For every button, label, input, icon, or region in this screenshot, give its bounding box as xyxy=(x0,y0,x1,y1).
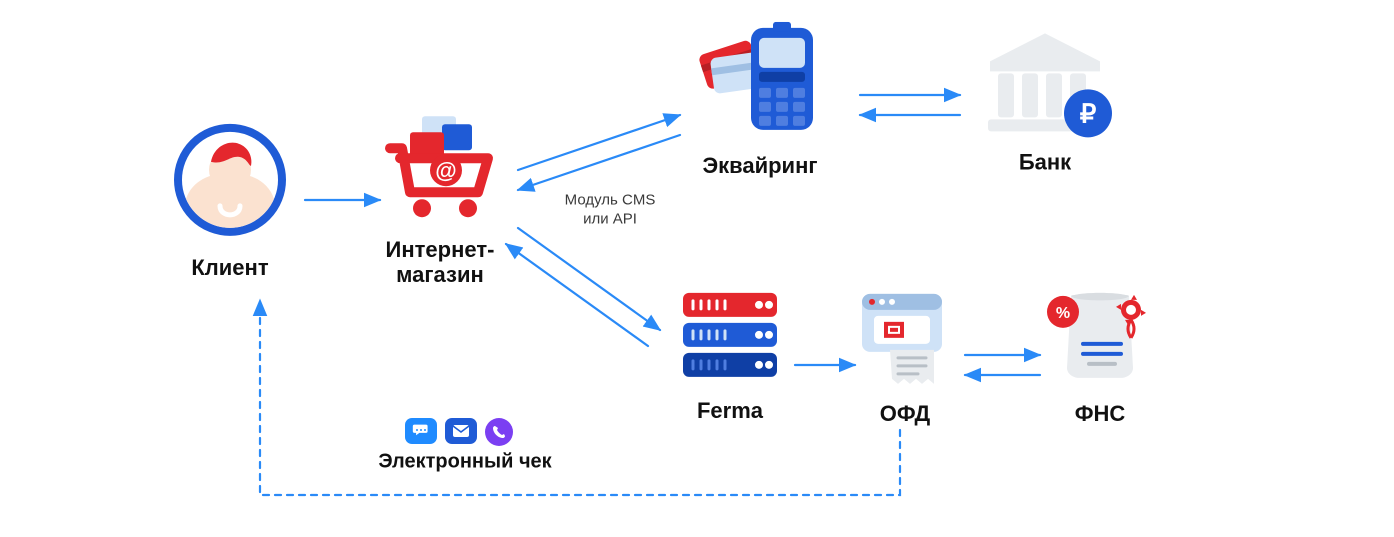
node-shop: @ Интернет- магазин xyxy=(350,112,530,288)
shop-label: Интернет- магазин xyxy=(350,237,530,288)
ofd-label: ОФД xyxy=(830,401,980,426)
server-icon xyxy=(675,287,785,387)
receipt-channel-icons xyxy=(405,418,513,446)
annotation-receipt: Электронный чек xyxy=(345,451,585,474)
chat-icon xyxy=(405,418,437,444)
pos-terminal-icon xyxy=(695,22,825,142)
edge-shop-to-acquiring-a xyxy=(518,115,680,170)
ferma-label: Ferma xyxy=(650,398,810,423)
fns-icon: % xyxy=(1035,284,1165,394)
client-icon xyxy=(170,120,290,240)
ofd-icon xyxy=(850,284,960,394)
diagram-stage: Клиент @ Интернет- магазин xyxy=(0,0,1394,537)
client-label: Клиент xyxy=(150,255,310,280)
node-client: Клиент xyxy=(150,120,310,280)
svg-text:₽: ₽ xyxy=(1080,98,1097,128)
bank-label: Банк xyxy=(955,149,1135,174)
cms-api-line2: или API xyxy=(583,210,637,227)
annotation-cms-api: Модуль CMS или API xyxy=(540,191,680,229)
bank-icon: ₽ xyxy=(970,25,1120,140)
node-acquiring: Эквайринг xyxy=(670,22,850,178)
node-ofd: ОФД xyxy=(830,284,980,426)
receipt-label: Электронный чек xyxy=(345,451,585,474)
shop-cart-icon: @ xyxy=(380,112,500,222)
node-ferma: Ferma xyxy=(650,287,810,423)
edge-shop-to-ferma-a xyxy=(518,228,660,330)
svg-text:%: % xyxy=(1056,305,1070,322)
cms-api-line1: Модуль CMS xyxy=(565,191,656,208)
acquiring-label: Эквайринг xyxy=(670,153,850,178)
mail-icon xyxy=(445,418,477,444)
node-bank: ₽ Банк xyxy=(955,25,1135,174)
viber-icon xyxy=(485,418,513,446)
edge-shop-to-acquiring-b xyxy=(518,135,680,190)
node-fns: % ФНС xyxy=(1020,284,1180,426)
svg-text:@: @ xyxy=(435,158,456,183)
fns-label: ФНС xyxy=(1020,401,1180,426)
